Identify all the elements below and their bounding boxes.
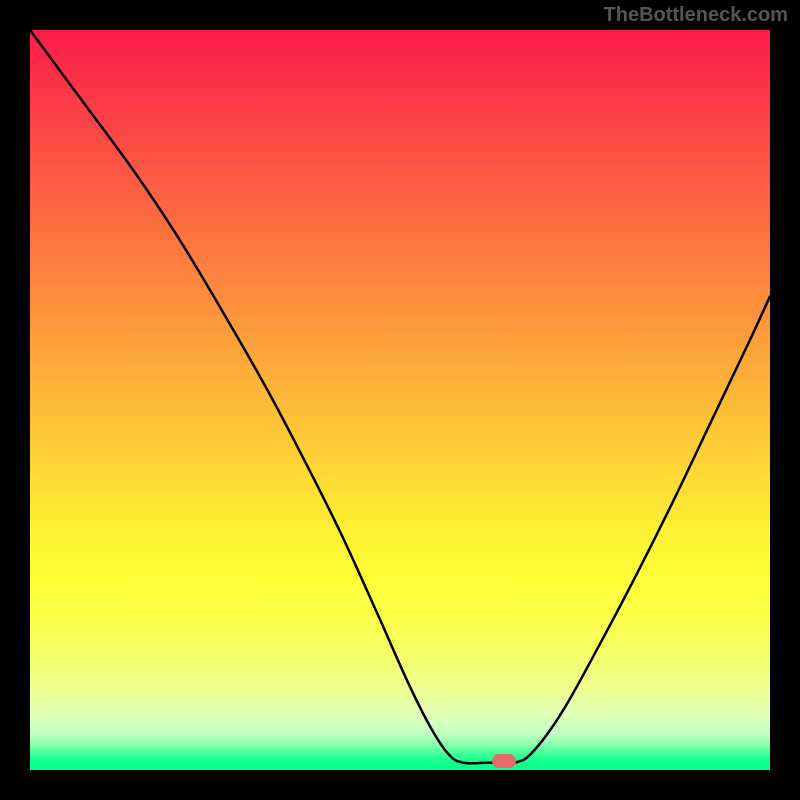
chart-container: TheBottleneck.com bbox=[0, 0, 800, 800]
optimal-point-marker bbox=[492, 754, 516, 768]
bottleneck-curve-layer bbox=[30, 30, 770, 770]
plot-area bbox=[30, 30, 770, 770]
bottleneck-curve bbox=[30, 30, 770, 763]
watermark-text: TheBottleneck.com bbox=[604, 4, 788, 27]
